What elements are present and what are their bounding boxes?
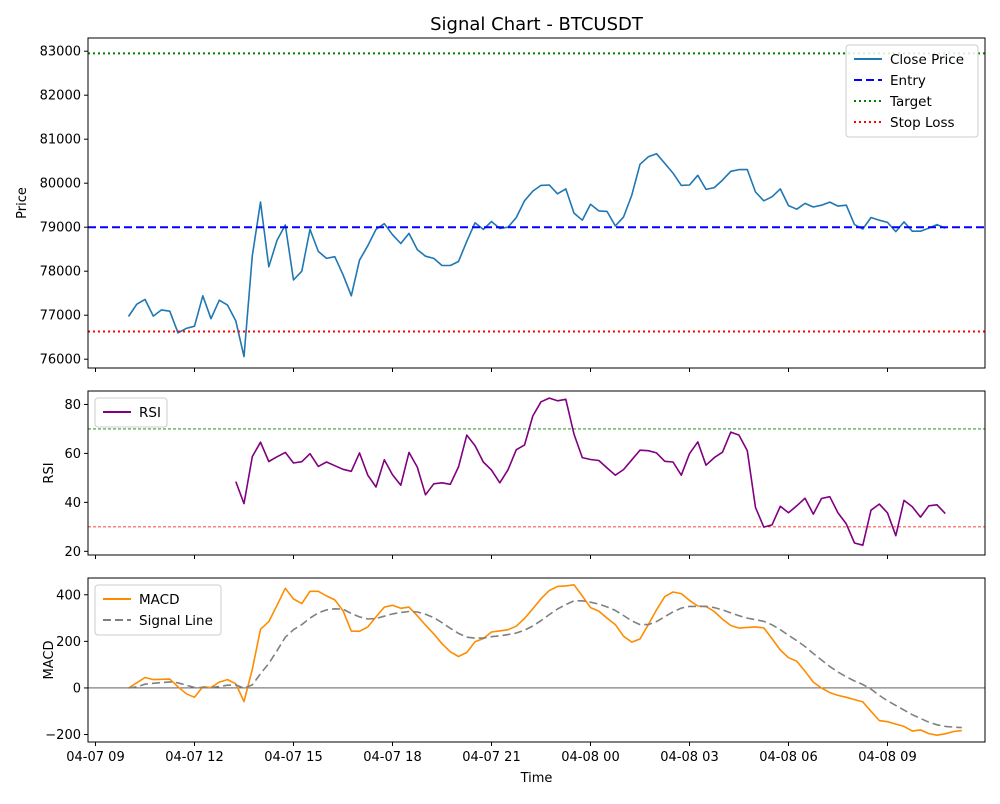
legend-label: Signal Line [139,613,213,629]
y-axis-label: MACD [42,641,57,680]
legend-label: RSI [139,405,161,421]
legend-label: Target [889,94,932,110]
axes-frame [87,37,986,369]
axes-frame [87,390,986,556]
series-line-macd [128,583,962,737]
y-tick-label: 80000 [40,177,81,192]
x-tick-label: 04-07 09 [66,750,124,765]
x-tick-label: 04-08 09 [858,750,916,765]
y-tick-label: 77000 [40,309,81,324]
y-tick-label: 80 [64,398,81,413]
x-tick-label: 04-07 21 [462,750,520,765]
x-tick-label: 04-07 18 [363,750,421,765]
y-tick-label: −200 [45,728,81,743]
x-tick-label: 04-07 15 [264,750,322,765]
legend-label: Stop Loss [890,115,955,131]
y-tick-label: 83000 [40,45,81,60]
series-line-signal-line [128,599,962,729]
y-tick-label: 78000 [40,265,81,280]
y-tick-label: 82000 [40,89,81,104]
legend-label: Entry [890,73,926,89]
y-tick-label: 0 [73,681,81,696]
y-axis-label: RSI [42,462,57,483]
y-tick-label: 81000 [40,133,81,148]
y-tick-label: 40 [64,496,81,511]
y-tick-label: 200 [56,635,81,650]
legend-label: Close Price [890,52,964,68]
x-tick-label: 04-08 00 [561,750,619,765]
legend-box [94,584,222,636]
y-tick-label: 76000 [40,353,81,368]
legend-box [845,44,979,138]
chart-title: Signal Chart - BTCUSDT [430,14,644,35]
x-tick-label: 04-08 03 [660,750,718,765]
y-tick-label: 20 [64,545,81,560]
x-tick-label: 04-08 06 [759,750,817,765]
series-line-close-price [127,152,946,358]
x-axis-label: Time [520,771,553,786]
x-tick-label: 04-07 12 [165,750,223,765]
axes-frame [87,577,986,743]
y-axis-label: Price [15,187,30,219]
y-tick-label: 79000 [40,221,81,236]
legend-label: MACD [139,592,179,608]
y-tick-label: 60 [64,447,81,462]
y-tick-label: 400 [56,588,81,603]
series-line-rsi [235,397,946,547]
